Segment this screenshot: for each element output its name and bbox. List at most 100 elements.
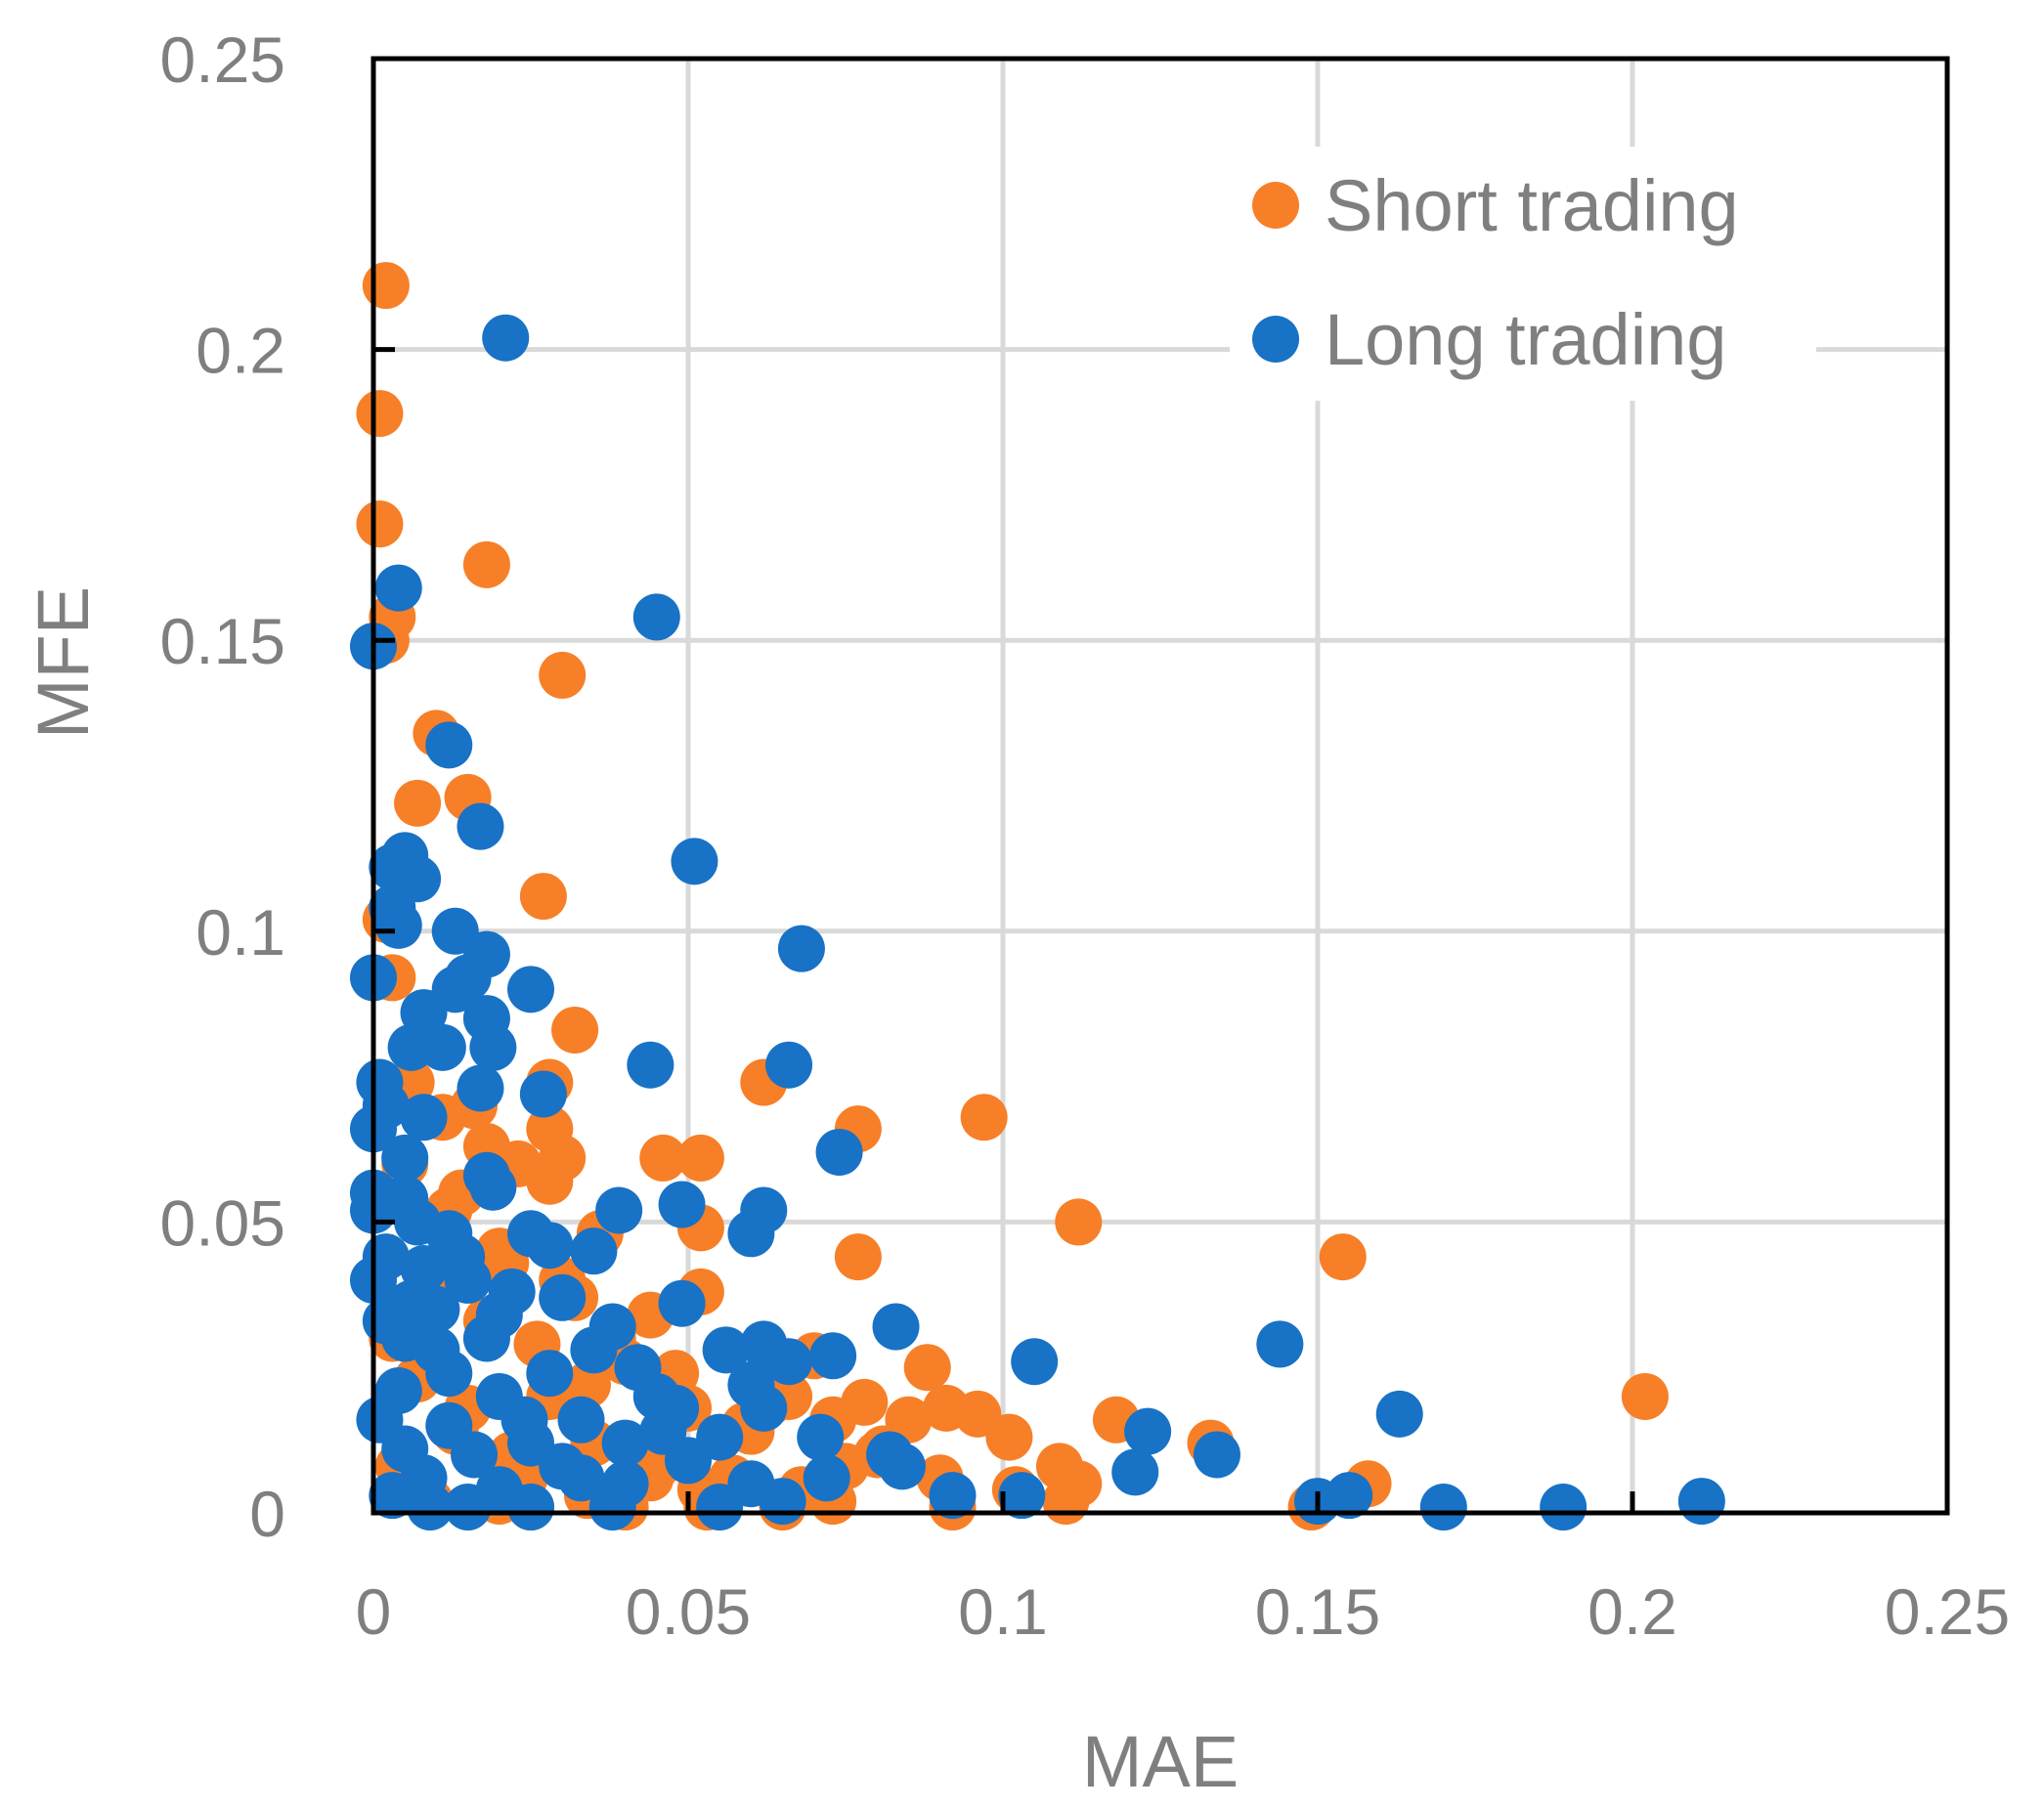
data-point bbox=[1011, 1338, 1059, 1386]
series-1 bbox=[350, 314, 1725, 1531]
data-point bbox=[1055, 1198, 1103, 1246]
data-point bbox=[627, 1041, 674, 1089]
data-point bbox=[457, 1064, 504, 1112]
data-point bbox=[1111, 1448, 1159, 1496]
x-tick-label: 0.1 bbox=[958, 1575, 1048, 1648]
data-point bbox=[765, 1338, 813, 1386]
data-point bbox=[539, 1273, 587, 1321]
data-point bbox=[658, 1181, 706, 1228]
legend-label-long-trading: Long trading bbox=[1325, 299, 1726, 380]
data-point bbox=[759, 1478, 806, 1526]
data-point bbox=[676, 1134, 724, 1182]
data-point bbox=[400, 1094, 448, 1141]
data-point bbox=[985, 1413, 1033, 1461]
data-point bbox=[632, 593, 680, 641]
x-tick-label: 0 bbox=[356, 1575, 392, 1648]
data-point bbox=[588, 1484, 636, 1531]
data-point bbox=[878, 1443, 926, 1490]
data-point bbox=[374, 901, 422, 949]
data-point bbox=[1124, 1407, 1172, 1455]
y-tick-label: 0.25 bbox=[160, 23, 285, 96]
data-point bbox=[519, 873, 567, 921]
data-point bbox=[457, 802, 504, 850]
data-point bbox=[374, 564, 422, 612]
data-point bbox=[702, 1326, 750, 1374]
data-point bbox=[563, 1361, 611, 1409]
data-point bbox=[438, 1233, 486, 1281]
y-tick-label: 0.1 bbox=[196, 896, 285, 969]
y-tick-label: 0.05 bbox=[160, 1186, 285, 1259]
data-point bbox=[475, 1291, 523, 1339]
data-point bbox=[369, 1472, 416, 1520]
x-tick-label: 0.05 bbox=[626, 1575, 751, 1648]
legend-marker-short-trading bbox=[1252, 182, 1299, 229]
data-point bbox=[570, 1326, 618, 1374]
data-point bbox=[526, 1157, 574, 1205]
data-point bbox=[639, 1134, 687, 1182]
data-point bbox=[740, 1384, 788, 1432]
data-point bbox=[387, 1279, 435, 1327]
x-tick-label: 0.25 bbox=[1885, 1575, 2010, 1648]
data-point bbox=[387, 1023, 435, 1071]
data-point bbox=[632, 1372, 680, 1420]
data-point bbox=[526, 1222, 574, 1270]
data-point bbox=[601, 1419, 649, 1467]
data-point bbox=[671, 838, 718, 885]
x-tick-label: 0.15 bbox=[1255, 1575, 1380, 1648]
data-point bbox=[903, 1344, 951, 1392]
data-point bbox=[1193, 1431, 1240, 1479]
data-point bbox=[539, 651, 587, 699]
data-point bbox=[658, 1279, 706, 1327]
data-point bbox=[469, 1163, 517, 1211]
data-point bbox=[834, 1233, 882, 1281]
data-point bbox=[1042, 1478, 1090, 1526]
data-point bbox=[356, 390, 404, 438]
data-point bbox=[500, 1396, 548, 1443]
data-point bbox=[1375, 1390, 1423, 1438]
data-point bbox=[519, 1070, 567, 1118]
y-axis-title: MFE bbox=[22, 586, 104, 739]
plot-area-border bbox=[370, 56, 1950, 1516]
legend: Short trading Long trading bbox=[1230, 147, 1816, 401]
data-point bbox=[406, 1484, 454, 1531]
data-point bbox=[639, 1407, 687, 1455]
legend-marker-long-trading bbox=[1252, 316, 1299, 363]
data-point bbox=[507, 966, 554, 1013]
data-point bbox=[462, 540, 510, 588]
data-point bbox=[803, 1454, 850, 1502]
axis-ticks bbox=[373, 347, 1635, 1513]
data-point bbox=[507, 1484, 554, 1531]
y-tick-label: 0 bbox=[249, 1478, 285, 1550]
legend-label-short-trading: Short trading bbox=[1325, 165, 1739, 246]
x-axis-title: MAE bbox=[1082, 1721, 1239, 1802]
data-point bbox=[444, 1484, 492, 1531]
data-point bbox=[451, 1431, 499, 1479]
y-tick-label: 0.2 bbox=[196, 315, 285, 387]
data-point bbox=[362, 262, 410, 310]
data-point bbox=[872, 1303, 920, 1351]
x-tick-label: 0.2 bbox=[1587, 1575, 1677, 1648]
data-point bbox=[696, 1484, 744, 1531]
data-point bbox=[1419, 1484, 1467, 1531]
data-point bbox=[1256, 1320, 1304, 1368]
data-point bbox=[482, 314, 530, 362]
data-point bbox=[557, 1454, 605, 1502]
data-point bbox=[777, 925, 825, 972]
data-point bbox=[595, 1186, 643, 1234]
data-point bbox=[929, 1472, 977, 1520]
data-point bbox=[809, 1332, 857, 1380]
data-point bbox=[797, 1413, 845, 1461]
data-point bbox=[356, 500, 404, 548]
data-point bbox=[815, 1128, 863, 1176]
data-point bbox=[998, 1472, 1046, 1520]
data-point bbox=[526, 1350, 574, 1398]
data-point bbox=[551, 1006, 599, 1054]
data-point bbox=[425, 721, 473, 769]
data-point bbox=[381, 1134, 429, 1182]
y-tick-label: 0.15 bbox=[160, 605, 285, 677]
data-point bbox=[960, 1094, 1008, 1141]
data-point bbox=[557, 1396, 605, 1443]
data-point bbox=[1621, 1372, 1669, 1420]
data-point bbox=[727, 1210, 775, 1258]
